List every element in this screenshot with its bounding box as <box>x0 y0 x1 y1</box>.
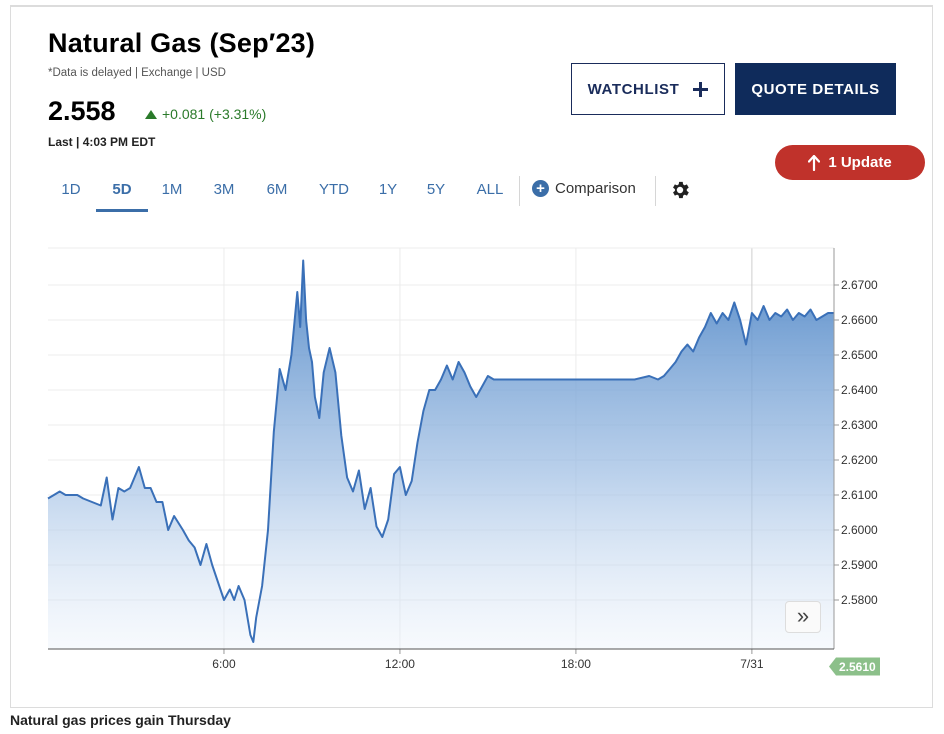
plus-circle-icon: + <box>532 180 549 197</box>
chart-labels: 2.6700 2.6600 2.6500 2.6400 2.6300 2.6200 2.61… <box>212 278 880 676</box>
up-triangle-icon <box>145 109 157 119</box>
y-tick-label: 2.6300 <box>841 418 878 432</box>
quote-details-button[interactable]: QUOTE DETAILS <box>735 63 896 115</box>
watchlist-button[interactable]: WATCHLIST <box>571 63 725 115</box>
price-change: +0.081 (+3.31%) <box>145 106 266 122</box>
y-tick-label: 2.5900 <box>841 558 878 572</box>
x-tick-label: 18:00 <box>561 657 591 671</box>
y-tick-label: 2.6000 <box>841 523 878 537</box>
last-update-time: Last | 4:03 PM EDT <box>48 135 156 149</box>
x-tick-label: 12:00 <box>385 657 415 671</box>
tab-all[interactable]: ALL <box>476 181 504 198</box>
tab-3m[interactable]: 3M <box>213 181 235 198</box>
chart-area <box>47 259 834 649</box>
update-label: 1 Update <box>828 154 892 171</box>
toolbar-divider <box>519 176 520 206</box>
page-title: Natural Gas (Sep′23) <box>48 28 316 58</box>
gear-icon[interactable] <box>669 179 691 201</box>
y-tick-label: 2.6600 <box>841 313 878 327</box>
tab-ytd[interactable]: YTD <box>319 181 349 198</box>
chart-axes <box>48 248 839 654</box>
y-tick-label: 2.5800 <box>841 593 878 607</box>
price-line <box>47 259 834 643</box>
tab-1m[interactable]: 1M <box>161 181 183 198</box>
toolbar-divider <box>655 176 656 206</box>
tab-1d[interactable]: 1D <box>61 181 81 198</box>
y-tick-label: 2.6700 <box>841 278 878 292</box>
arrow-up-icon <box>808 154 821 171</box>
tab-1y[interactable]: 1Y <box>378 181 398 198</box>
x-tick-label: 7/31 <box>740 657 764 671</box>
last-value-label: 2.5610 <box>839 660 876 674</box>
y-tick-label: 2.6200 <box>841 453 878 467</box>
plus-icon <box>693 81 709 97</box>
x-tick-label: 6:00 <box>212 657 236 671</box>
y-tick-label: 2.6500 <box>841 348 878 362</box>
update-button[interactable]: 1 Update <box>775 145 925 180</box>
tab-5y[interactable]: 5Y <box>426 181 446 198</box>
watchlist-label: WATCHLIST <box>587 80 680 98</box>
chart-caption: Natural gas prices gain Thursday <box>10 712 231 728</box>
price-area-fill <box>48 260 834 649</box>
fast-forward-button[interactable]: » <box>785 601 821 633</box>
y-tick-label: 2.6100 <box>841 488 878 502</box>
y-tick-label: 2.6400 <box>841 383 878 397</box>
comparison-button[interactable]: + Comparison <box>532 180 636 197</box>
last-value-badge <box>829 657 880 676</box>
double-chevron-right-icon: » <box>796 603 810 628</box>
widget-frame <box>10 5 933 708</box>
data-delay-note: *Data is delayed | Exchange | USD <box>48 67 226 79</box>
price-change-value: +0.081 (+3.31%) <box>162 106 267 122</box>
tab-6m[interactable]: 6M <box>266 181 288 198</box>
last-price: 2.558 <box>48 96 116 126</box>
tab-5d[interactable]: 5D <box>96 170 148 212</box>
comparison-label: Comparison <box>555 180 636 197</box>
